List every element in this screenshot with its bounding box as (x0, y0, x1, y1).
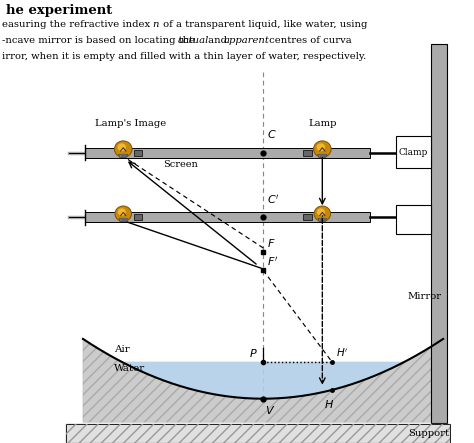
Text: $C'$: $C'$ (267, 193, 280, 206)
Polygon shape (119, 219, 128, 222)
Bar (85, 212, 370, 222)
Text: $H$: $H$ (324, 398, 335, 410)
Bar (66, 424, 450, 443)
Bar (303, 149, 312, 156)
Bar (134, 149, 142, 156)
Text: Lamp: Lamp (308, 120, 337, 128)
Bar (396, 205, 431, 234)
Text: $C$: $C$ (267, 128, 277, 140)
Text: of a transparent liquid, like water, using: of a transparent liquid, like water, usi… (160, 20, 368, 29)
Circle shape (314, 206, 330, 222)
Bar (396, 136, 431, 168)
Text: $H'$: $H'$ (336, 346, 348, 359)
Polygon shape (318, 219, 327, 222)
Text: $P$: $P$ (249, 347, 257, 359)
Text: actual: actual (178, 36, 209, 45)
Text: he experiment: he experiment (6, 4, 112, 16)
Circle shape (118, 143, 126, 151)
Text: Air: Air (114, 345, 129, 354)
Circle shape (313, 141, 331, 157)
Text: Support: Support (408, 429, 448, 438)
Polygon shape (83, 339, 443, 422)
Text: apparent: apparent (224, 36, 270, 45)
Polygon shape (318, 154, 327, 158)
Polygon shape (118, 154, 128, 158)
Text: easuring the refractive index: easuring the refractive index (2, 20, 154, 29)
Bar (66, 424, 450, 443)
Bar (121, 218, 126, 220)
Text: Clamp: Clamp (398, 148, 428, 157)
Circle shape (115, 206, 131, 222)
Bar (120, 154, 126, 156)
Bar (85, 148, 370, 158)
Bar (134, 214, 142, 221)
Text: n: n (153, 20, 159, 29)
Text: and: and (205, 36, 230, 45)
Text: ‑ncave mirror is based on locating the: ‑ncave mirror is based on locating the (2, 36, 199, 45)
Polygon shape (121, 361, 405, 399)
Text: Water: Water (114, 364, 145, 373)
Circle shape (317, 208, 325, 216)
Text: $F'$: $F'$ (267, 255, 278, 268)
Bar (431, 44, 447, 423)
Text: Mirror: Mirror (408, 292, 442, 301)
Bar (303, 214, 312, 221)
Circle shape (114, 141, 132, 157)
Text: $V$: $V$ (265, 404, 276, 416)
Text: Lamp's Image: Lamp's Image (95, 120, 166, 128)
Bar (320, 218, 325, 220)
Circle shape (317, 143, 325, 151)
Text: Screen: Screen (164, 160, 198, 169)
Text: irror, when it is empty and filled with a thin layer of water, respectively.: irror, when it is empty and filled with … (2, 52, 366, 61)
Text: centres of curva: centres of curva (266, 36, 352, 45)
Text: $F$: $F$ (267, 237, 275, 249)
Circle shape (118, 208, 126, 216)
Bar (319, 154, 325, 156)
